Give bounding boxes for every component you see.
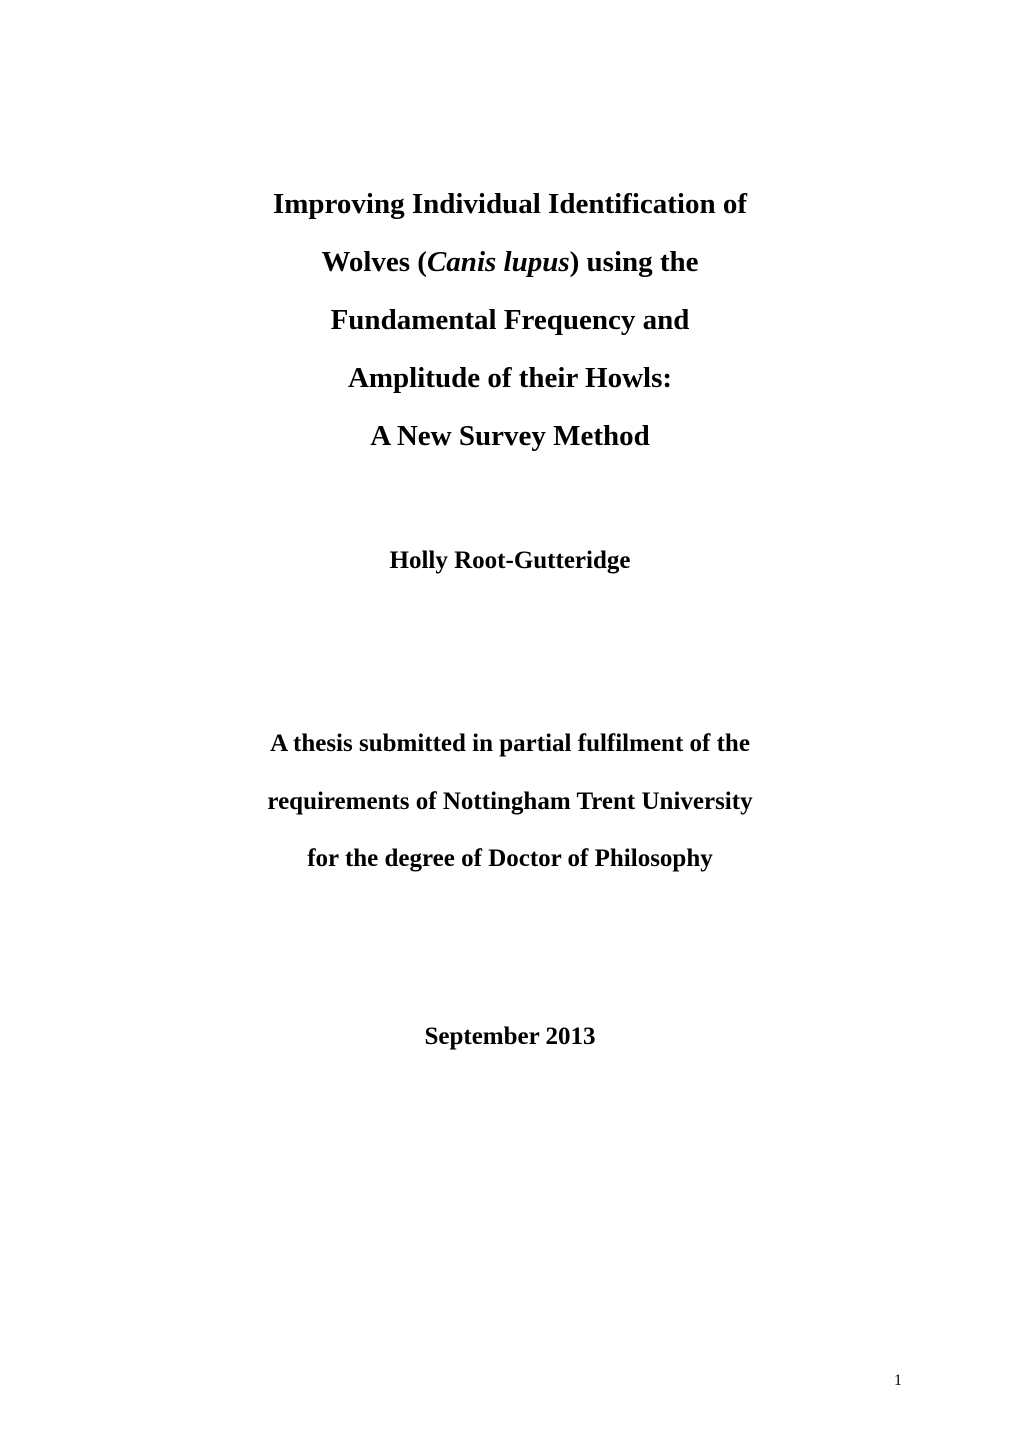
title-line-5: A New Survey Method (120, 407, 900, 465)
title-line-2: Wolves (Canis lupus) using the (120, 233, 900, 291)
submission-line-2: requirements of Nottingham Trent Univers… (120, 773, 900, 831)
submission-date: September 2013 (120, 1023, 900, 1051)
title-line-1: Improving Individual Identification of (120, 175, 900, 233)
submission-line-1: A thesis submitted in partial fulfilment… (120, 715, 900, 773)
page-number: 1 (894, 1372, 902, 1390)
title-line-3: Fundamental Frequency and (120, 291, 900, 349)
title-line-4: Amplitude of their Howls: (120, 349, 900, 407)
date-block: September 2013 (120, 1023, 900, 1051)
title-line-2-prefix: Wolves ( (321, 246, 427, 278)
submission-line-3: for the degree of Doctor of Philosophy (120, 830, 900, 888)
title-line-2-suffix: ) using the (570, 246, 699, 278)
title-species-italic: Canis lupus (427, 246, 570, 278)
submission-statement: A thesis submitted in partial fulfilment… (120, 715, 900, 888)
author-block: Holly Root-Gutteridge (120, 547, 900, 575)
thesis-title: Improving Individual Identification of W… (120, 175, 900, 465)
author-name: Holly Root-Gutteridge (120, 547, 900, 575)
